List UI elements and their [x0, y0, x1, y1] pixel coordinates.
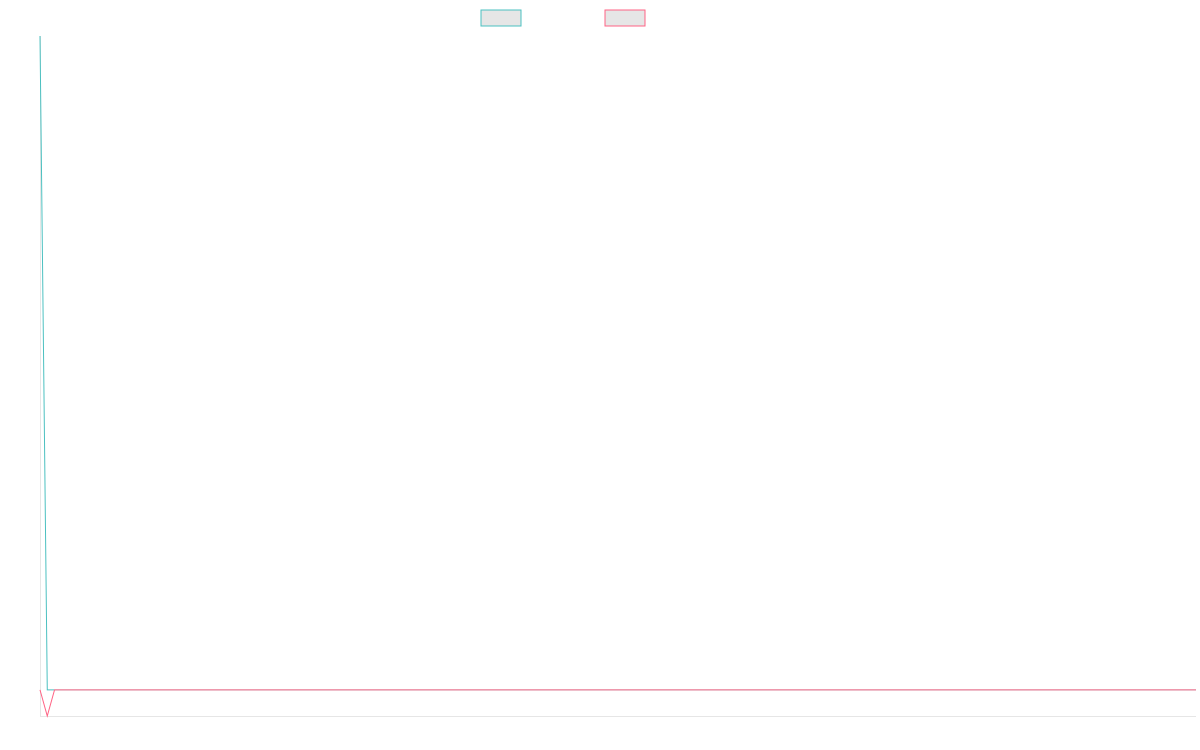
legend	[480, 9, 646, 27]
legend-swatch-series-1[interactable]	[480, 9, 522, 27]
legend-swatch-series-2[interactable]	[604, 9, 646, 27]
series-layer	[39, 35, 1196, 718]
axes	[40, 36, 1196, 717]
series-line-1	[39, 35, 1196, 691]
series-line-2	[39, 689, 1196, 718]
